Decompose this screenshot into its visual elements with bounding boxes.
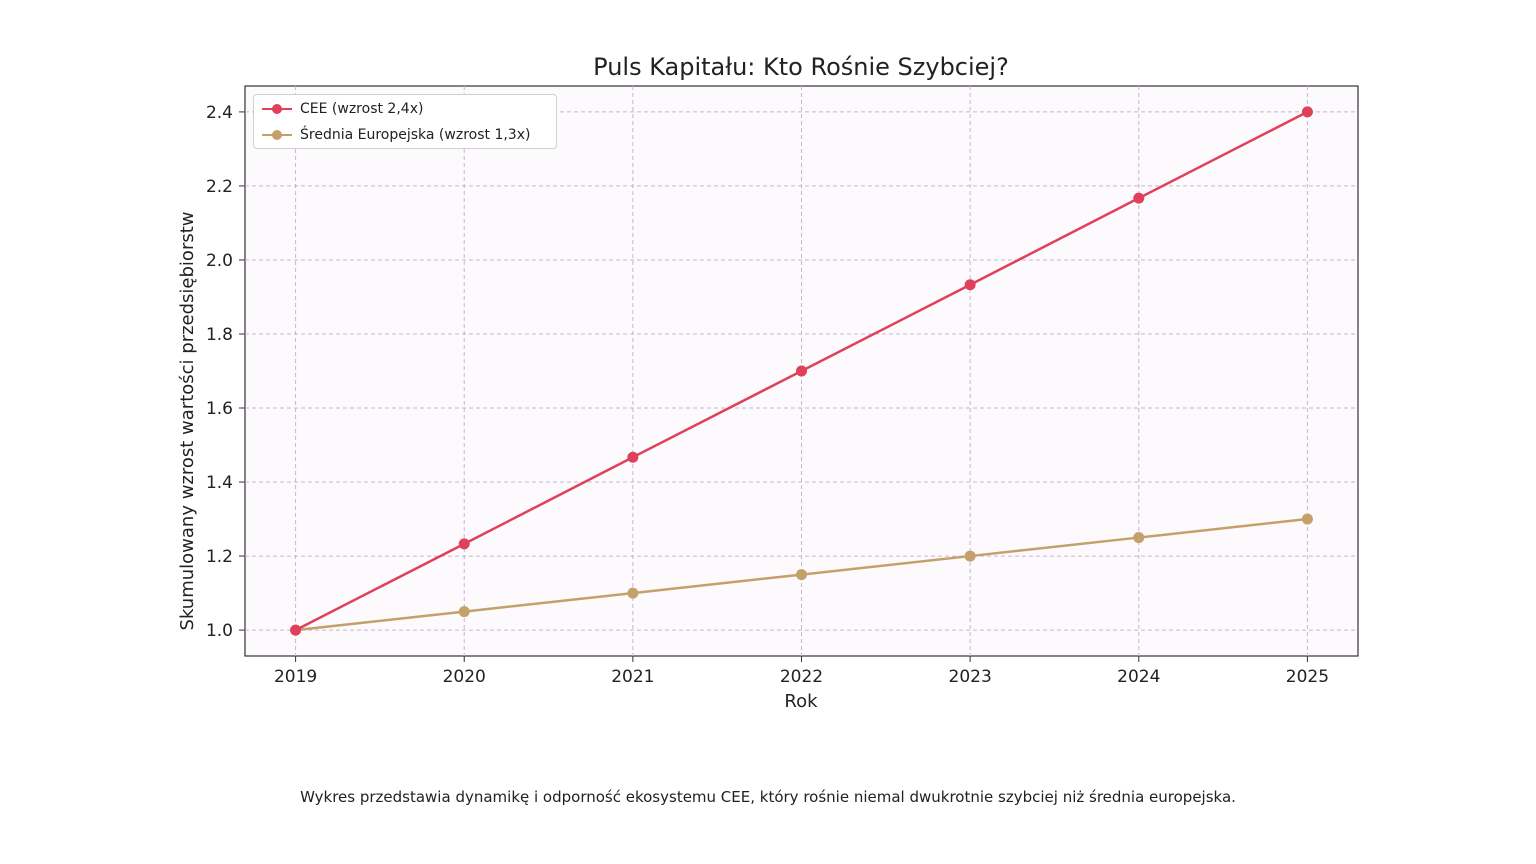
legend-marker-europe — [254, 123, 300, 147]
x-tick-label: 2024 — [1117, 667, 1160, 687]
data-point — [1301, 106, 1313, 118]
x-tick-label: 2021 — [611, 667, 654, 687]
data-point — [458, 538, 470, 550]
y-axis-label: Skumulowany wzrost wartości przedsiębior… — [177, 212, 198, 631]
y-tick-label: 1.8 — [206, 325, 233, 345]
x-axis-label: Rok — [784, 691, 818, 712]
legend-item-cee: CEE (wzrost 2,4x) — [254, 97, 423, 121]
y-tick-label: 2.2 — [206, 177, 233, 197]
chart-legend: CEE (wzrost 2,4x) Średnia Europejska (wz… — [253, 94, 557, 149]
data-point — [964, 279, 976, 291]
data-point — [627, 451, 639, 463]
x-tick-label: 2019 — [274, 667, 317, 687]
series-cee — [290, 106, 1313, 636]
y-tick-label: 2.0 — [206, 251, 233, 271]
y-tick-label: 1.6 — [206, 399, 233, 419]
data-point — [964, 550, 976, 562]
data-point — [796, 569, 807, 581]
y-tick-label: 1.0 — [206, 621, 233, 641]
data-point — [627, 587, 639, 599]
x-tick-label: 2022 — [780, 667, 823, 687]
data-point — [1133, 532, 1145, 544]
chart-title: Puls Kapitału: Kto Rośnie Szybciej? — [593, 53, 1009, 81]
x-tick-label: 2025 — [1286, 667, 1329, 687]
chart-caption: Wykres przedstawia dynamikę i odporność … — [300, 788, 1236, 806]
y-tick-label: 1.2 — [206, 547, 233, 567]
x-tick-label: 2023 — [949, 667, 992, 687]
data-point — [458, 606, 470, 618]
legend-label-cee: CEE (wzrost 2,4x) — [300, 101, 424, 117]
x-tick-label: 2020 — [443, 667, 486, 687]
legend-item-europe: Średnia Europejska (wzrost 1,3x) — [254, 123, 530, 147]
data-point — [796, 365, 807, 377]
y-tick-label: 2.4 — [206, 103, 233, 123]
data-point — [290, 624, 302, 636]
legend-label-europe: Średnia Europejska (wzrost 1,3x) — [300, 127, 531, 143]
data-point — [1301, 513, 1313, 525]
legend-marker-cee — [254, 97, 300, 121]
data-point — [1133, 192, 1145, 204]
y-tick-label: 1.4 — [206, 473, 233, 493]
